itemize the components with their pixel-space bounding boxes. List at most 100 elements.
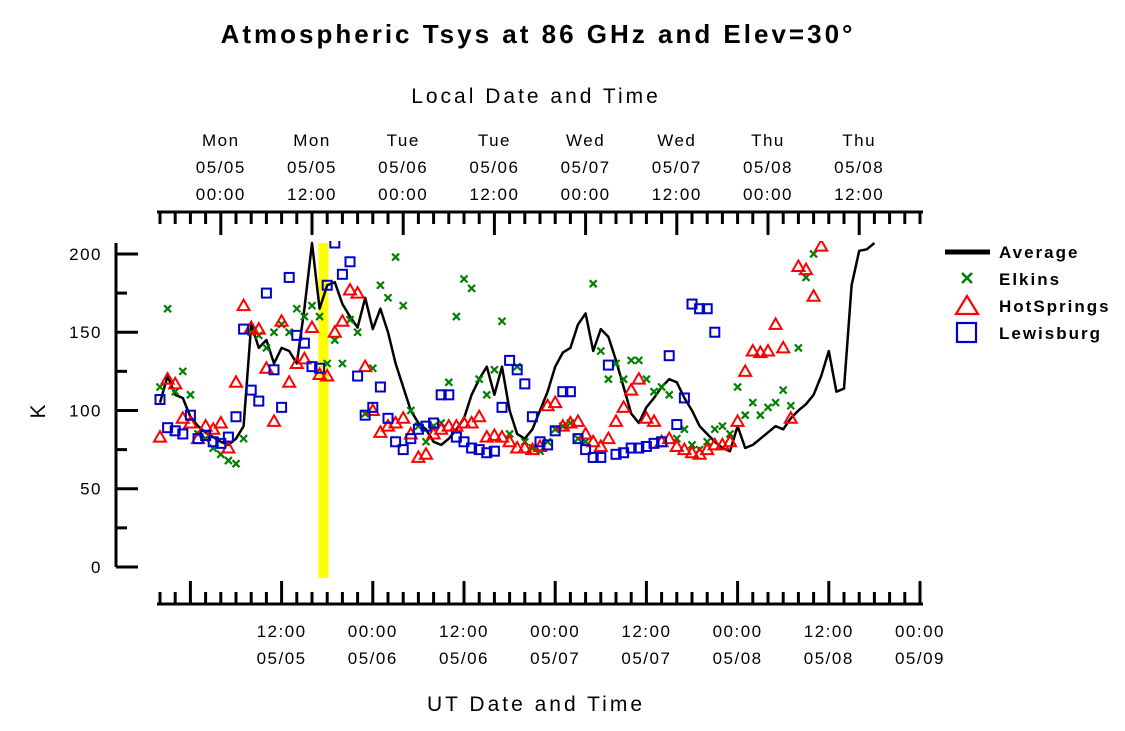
lewisburg-point bbox=[663, 350, 675, 362]
hotsprings-point bbox=[357, 358, 373, 373]
lewisburg-point bbox=[458, 436, 470, 448]
elkins-point bbox=[740, 410, 750, 420]
lewisburg-point bbox=[352, 370, 364, 382]
top-tick-time: 12:00 bbox=[834, 185, 884, 204]
lewisburg-point bbox=[200, 430, 212, 442]
elkins-point bbox=[452, 312, 461, 321]
hotsprings-point bbox=[722, 433, 738, 448]
lewisburg-point bbox=[519, 378, 531, 390]
top-tick-time: 00:00 bbox=[378, 185, 428, 204]
lewisburg-point bbox=[678, 392, 690, 404]
bottom-tick-time: 00:00 bbox=[348, 622, 398, 641]
hotsprings-point bbox=[152, 429, 168, 443]
hotsprings-point bbox=[745, 342, 761, 357]
hotsprings-point bbox=[600, 430, 617, 445]
series-lewisburg bbox=[154, 241, 721, 463]
elkins-point bbox=[444, 378, 454, 387]
hotsprings-point bbox=[707, 436, 723, 451]
elkins-point bbox=[626, 356, 636, 365]
hotsprings-point bbox=[638, 410, 655, 424]
legend-x-swatch bbox=[961, 272, 973, 284]
elkins-point bbox=[376, 280, 385, 290]
top-tick-day: Wed bbox=[566, 131, 605, 150]
elkins-point bbox=[406, 406, 416, 415]
bottom-tick-date: 05/08 bbox=[713, 649, 763, 668]
lewisburg-point bbox=[481, 447, 493, 459]
lewisburg-point bbox=[222, 431, 234, 443]
hotsprings-point bbox=[463, 414, 480, 429]
lewisburg-point bbox=[511, 364, 523, 376]
hotsprings-point bbox=[342, 281, 358, 296]
lewisburg-point bbox=[443, 389, 455, 401]
hotsprings-point bbox=[570, 413, 586, 427]
y-axis-title: K bbox=[27, 401, 50, 418]
hotsprings-point bbox=[372, 424, 389, 438]
top-tick-day: Mon bbox=[202, 131, 240, 150]
bottom-tick-date: 05/06 bbox=[439, 649, 489, 668]
lewisburg-point bbox=[701, 303, 713, 315]
lewisburg-point bbox=[412, 423, 424, 435]
hotsprings-point bbox=[228, 374, 244, 388]
legend-label: Lewisburg bbox=[999, 324, 1102, 343]
hotsprings-point bbox=[790, 258, 807, 272]
hotsprings-point bbox=[517, 440, 533, 454]
elkins-point bbox=[588, 279, 598, 288]
hotsprings-point bbox=[669, 438, 685, 452]
lewisburg-point bbox=[162, 422, 174, 434]
lewisburg-point bbox=[245, 384, 257, 396]
legend-triangle-swatch bbox=[954, 293, 980, 316]
lewisburg-point bbox=[595, 451, 607, 463]
bottom-tick-time: 00:00 bbox=[895, 622, 945, 641]
lewisburg-point bbox=[291, 329, 303, 341]
bottom-tick-time: 12:00 bbox=[621, 622, 671, 641]
lewisburg-point bbox=[488, 445, 500, 457]
hotsprings-point bbox=[501, 433, 518, 448]
highlight-band bbox=[318, 243, 329, 578]
lewisburg-point bbox=[215, 437, 227, 449]
lewisburg-point bbox=[610, 448, 622, 460]
bottom-tick-time: 12:00 bbox=[439, 622, 489, 641]
lewisburg-point bbox=[466, 442, 478, 454]
hotsprings-point bbox=[486, 427, 503, 442]
hotsprings-point bbox=[798, 261, 814, 276]
lewisburg-point bbox=[260, 287, 272, 299]
elkins-point bbox=[269, 327, 279, 337]
top-tick-date: 05/08 bbox=[834, 158, 884, 177]
top-x-ticks: Mon 05/05 00:00 Mon 05/05 12:00 Tue 05/06 00:00 T… bbox=[158, 131, 922, 235]
average-line bbox=[158, 241, 876, 453]
series-hotsprings bbox=[152, 241, 829, 463]
lewisburg-point bbox=[336, 268, 348, 280]
bottom-tick-date: 05/06 bbox=[348, 649, 398, 668]
elkins-point bbox=[490, 365, 499, 375]
hotsprings-point bbox=[805, 288, 822, 302]
hotsprings-point bbox=[585, 433, 601, 448]
elkins-point bbox=[718, 421, 727, 431]
legend-label: HotSprings bbox=[999, 297, 1111, 316]
hotsprings-point bbox=[418, 446, 434, 460]
hotsprings-point bbox=[258, 360, 275, 374]
elkins-point bbox=[398, 301, 408, 310]
lewisburg-point bbox=[420, 420, 432, 432]
top-tick-time: 12:00 bbox=[287, 185, 337, 204]
bottom-tick-date: 05/05 bbox=[257, 649, 307, 668]
top-tick-time: 00:00 bbox=[196, 185, 246, 204]
lewisburg-point bbox=[526, 411, 538, 423]
lewisburg-point bbox=[359, 409, 371, 421]
hotsprings-point bbox=[471, 408, 487, 423]
hotsprings-point bbox=[213, 414, 229, 429]
hotsprings-point bbox=[494, 429, 510, 443]
lewisburg-point bbox=[390, 436, 402, 448]
elkins-point bbox=[596, 346, 606, 356]
bottom-tick-date: 05/09 bbox=[895, 649, 945, 668]
elkins-point bbox=[467, 284, 476, 293]
top-tick-date: 05/06 bbox=[378, 158, 428, 177]
elkins-point bbox=[748, 398, 758, 407]
elkins-point bbox=[459, 274, 469, 284]
lewisburg-point bbox=[397, 444, 409, 456]
legend-square-swatch bbox=[955, 321, 978, 344]
lewisburg-point bbox=[177, 428, 189, 440]
hotsprings-point bbox=[167, 375, 183, 390]
elkins-point bbox=[664, 390, 674, 400]
bottom-x-axis-title: UT Date and Time bbox=[427, 693, 645, 716]
